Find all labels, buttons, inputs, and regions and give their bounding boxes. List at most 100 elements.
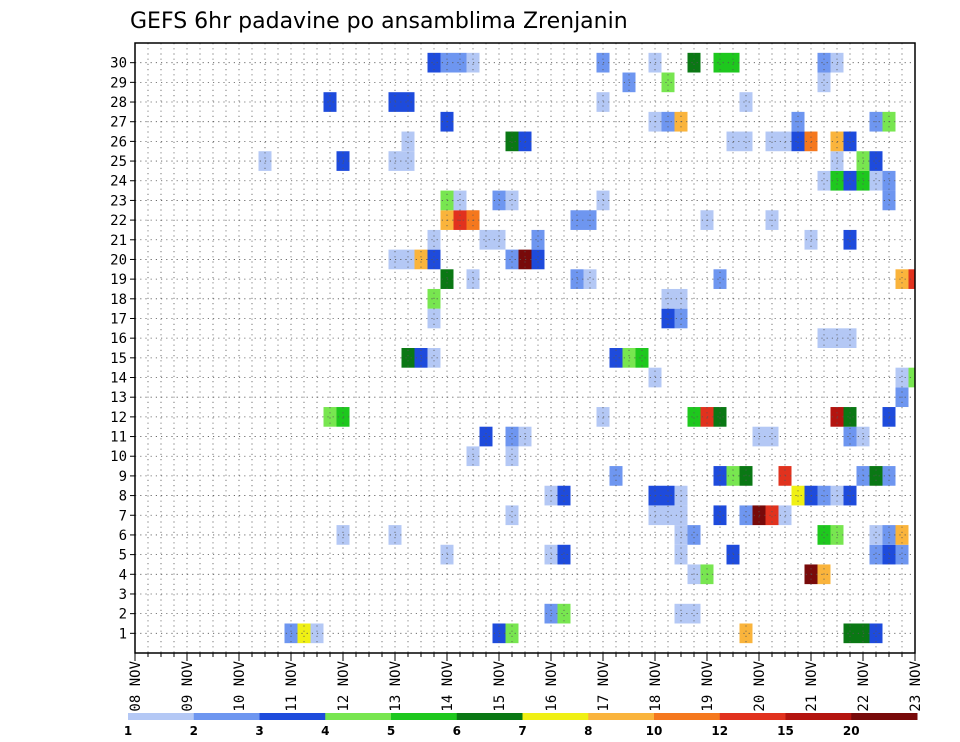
cell-112 — [427, 229, 441, 250]
cell-106 — [401, 249, 415, 270]
legend-swatch — [719, 713, 786, 720]
cell-115 — [531, 229, 545, 250]
y-tick-label: 21 — [110, 233, 127, 249]
cell-31 — [869, 525, 883, 545]
y-tick-label: 24 — [110, 174, 127, 190]
legend-label: 7 — [518, 724, 526, 738]
y-axis: 1234567891011121314151617181920212223242… — [110, 56, 135, 642]
cell-149 — [765, 131, 779, 152]
cell-83 — [401, 348, 415, 368]
y-tick-label: 8 — [119, 489, 127, 505]
y-tick-label: 22 — [110, 213, 127, 229]
cell-36 — [661, 505, 675, 526]
legend-swatch — [456, 713, 523, 720]
cell-68 — [843, 426, 857, 447]
y-tick-label: 6 — [119, 528, 127, 544]
legend-swatch — [193, 713, 260, 720]
cell-53 — [609, 466, 623, 486]
legend-label: 8 — [584, 724, 592, 738]
cell-148 — [739, 131, 753, 152]
legend-label: 5 — [387, 724, 395, 738]
legend-swatch — [785, 713, 852, 720]
x-tick-label: 21 NOV — [804, 660, 820, 711]
cell-88 — [635, 348, 649, 368]
x-tick-label: 19 NOV — [700, 660, 716, 711]
y-tick-label: 15 — [110, 351, 127, 367]
cell-59 — [869, 466, 883, 486]
cell-151 — [791, 131, 805, 152]
cell-8 — [869, 623, 883, 644]
cell-4 — [505, 623, 519, 644]
cell-108 — [427, 249, 441, 270]
y-tick-label: 3 — [119, 587, 127, 603]
cell-128 — [505, 190, 519, 211]
color-legend: 1 2 3 4 5 6 7 8 10 12 15 20 — [124, 713, 918, 738]
x-tick-label: 23 NOV — [908, 660, 924, 711]
cell-179 — [817, 52, 831, 73]
cell-101 — [583, 269, 597, 289]
plot-cells — [258, 52, 915, 644]
cell-92 — [427, 308, 441, 329]
cell-80 — [895, 367, 909, 388]
cell-103 — [895, 269, 909, 289]
legend-swatch — [325, 713, 392, 720]
y-tick-label: 5 — [119, 548, 127, 564]
y-tick-label: 12 — [110, 410, 127, 426]
cell-170 — [427, 52, 441, 73]
cell-41 — [765, 505, 779, 526]
cell-29 — [817, 525, 831, 545]
y-tick-label: 9 — [119, 469, 127, 485]
x-tick-label: 17 NOV — [596, 660, 612, 711]
x-tick-label: 14 NOV — [440, 660, 456, 711]
legend-swatch — [588, 713, 655, 720]
cell-54 — [713, 466, 727, 486]
y-tick-label: 16 — [110, 331, 127, 347]
y-tick-label: 13 — [110, 390, 127, 406]
cell-1 — [297, 623, 311, 644]
x-tick-label: 18 NOV — [648, 660, 664, 711]
legend-label: 12 — [711, 724, 728, 738]
cell-113 — [479, 229, 493, 250]
legend-label: 6 — [453, 724, 461, 738]
cell-81 — [908, 367, 915, 388]
legend-label: 15 — [777, 724, 794, 738]
cell-154 — [843, 131, 857, 152]
legend-swatch — [851, 713, 918, 720]
cell-91 — [843, 328, 857, 348]
cell-162 — [323, 92, 337, 112]
y-tick-label: 27 — [110, 115, 127, 131]
cell-64 — [505, 426, 519, 447]
cell-133 — [843, 170, 857, 191]
cell-140 — [401, 151, 415, 171]
y-tick-label: 18 — [110, 292, 127, 308]
y-tick-label: 19 — [110, 272, 127, 288]
cell-166 — [739, 92, 753, 112]
cell-6 — [843, 623, 857, 644]
x-axis: 08 NOV 09 NOV 10 NOV 11 NOV 12 NOV 13 NOV 14 N… — [128, 653, 924, 712]
cell-145 — [505, 131, 519, 152]
y-tick-label: 4 — [119, 567, 127, 583]
y-tick-label: 25 — [110, 154, 127, 170]
cell-102 — [713, 269, 727, 289]
y-tick-label: 29 — [110, 75, 127, 91]
y-tick-label: 30 — [110, 56, 127, 72]
x-tick-label: 10 NOV — [232, 660, 248, 711]
cell-38 — [713, 505, 727, 526]
x-tick-label: 22 NOV — [856, 660, 872, 711]
cell-77 — [843, 407, 857, 427]
legend-label: 2 — [190, 724, 198, 738]
x-tick-label: 13 NOV — [388, 660, 404, 711]
cell-67 — [765, 426, 779, 447]
x-tick-label: 12 NOV — [336, 660, 352, 711]
x-tick-label: 11 NOV — [284, 660, 300, 711]
legend-swatch — [391, 713, 458, 720]
cell-12 — [687, 603, 701, 624]
legend-label: 3 — [255, 724, 263, 738]
cell-85 — [427, 348, 441, 368]
y-tick-label: 10 — [110, 449, 127, 465]
y-tick-label: 2 — [119, 607, 127, 623]
x-tick-label: 16 NOV — [544, 660, 560, 711]
y-tick-label: 1 — [119, 626, 127, 642]
cell-104 — [908, 269, 915, 289]
